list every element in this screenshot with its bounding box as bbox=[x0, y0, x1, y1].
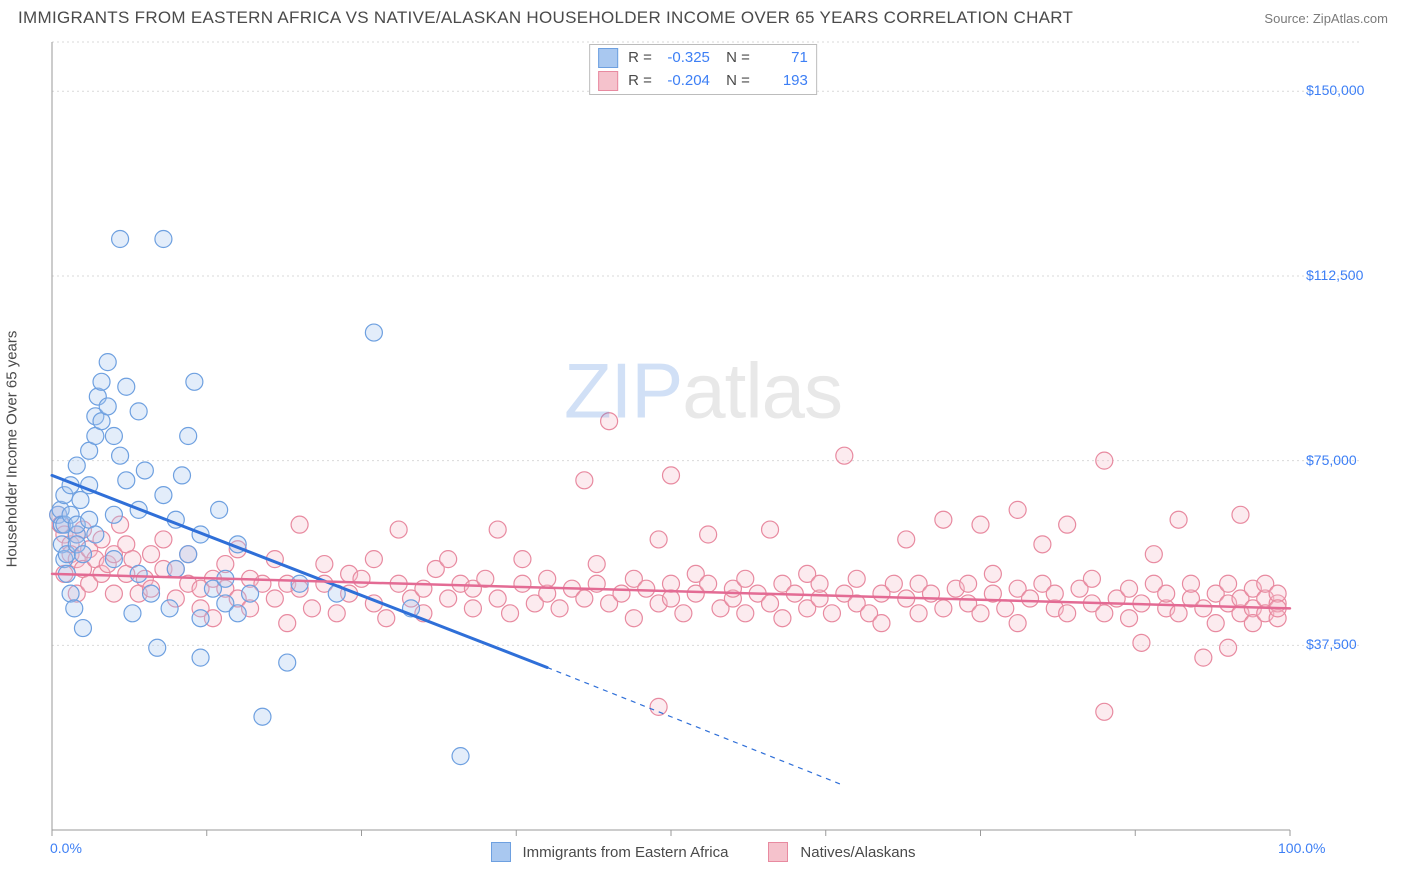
swatch-immigrants bbox=[598, 48, 618, 68]
swatch-natives bbox=[598, 71, 618, 91]
y-grid-label: $112,500 bbox=[1306, 267, 1363, 283]
y-grid-label: $37,500 bbox=[1306, 636, 1357, 652]
stats-row-immigrants: R = -0.325 N = 71 bbox=[598, 47, 808, 70]
x-axis-max-label: 100.0% bbox=[1278, 840, 1325, 856]
source-label: Source: ZipAtlas.com bbox=[1264, 11, 1388, 26]
chart-header: IMMIGRANTS FROM EASTERN AFRICA VS NATIVE… bbox=[0, 0, 1406, 34]
legend-swatch-immigrants bbox=[491, 842, 511, 862]
y-grid-label: $150,000 bbox=[1306, 82, 1364, 98]
chart-area: Householder Income Over 65 years ZIPatla… bbox=[0, 34, 1406, 864]
stats-row-natives: R = -0.204 N = 193 bbox=[598, 70, 808, 93]
chart-title: IMMIGRANTS FROM EASTERN AFRICA VS NATIVE… bbox=[18, 8, 1073, 28]
bottom-legend: Immigrants from Eastern Africa Natives/A… bbox=[0, 842, 1406, 862]
legend-label: Natives/Alaskans bbox=[800, 844, 915, 861]
legend-item-natives: Natives/Alaskans bbox=[768, 842, 915, 862]
legend-swatch-natives bbox=[768, 842, 788, 862]
legend-label: Immigrants from Eastern Africa bbox=[523, 844, 729, 861]
x-axis-min-label: 0.0% bbox=[50, 840, 82, 856]
correlation-stats-box: R = -0.325 N = 71 R = -0.204 N = 193 bbox=[589, 44, 817, 95]
y-grid-label: $75,000 bbox=[1306, 452, 1357, 468]
legend-item-immigrants: Immigrants from Eastern Africa bbox=[491, 842, 729, 862]
scatter-plot bbox=[0, 34, 1406, 864]
